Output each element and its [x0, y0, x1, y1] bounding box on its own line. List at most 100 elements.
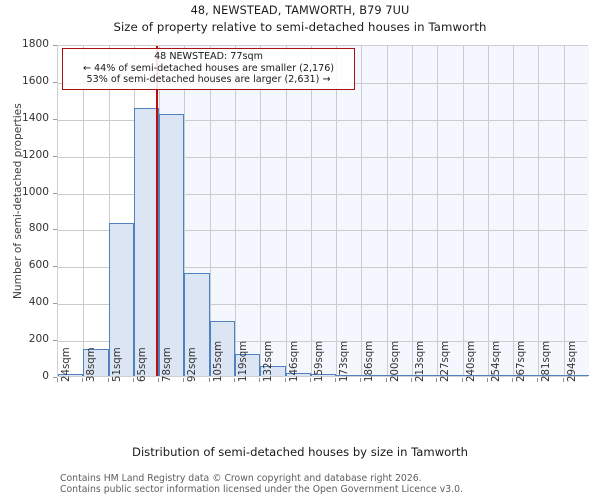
gridline-v: [83, 46, 85, 376]
annotation-box: 48 NEWSTEAD: 77sqm ← 44% of semi-detache…: [62, 48, 355, 90]
bar: [83, 349, 109, 376]
x-axis-tick-label: 38sqm: [86, 347, 98, 382]
x-axis-tick-mark: [107, 378, 109, 382]
x-axis-tick-mark: [335, 378, 337, 382]
x-axis-tick-label: 227sqm: [440, 340, 452, 382]
gridline-v: [108, 46, 110, 376]
gridline-h: [58, 119, 587, 121]
bar: [361, 374, 387, 376]
x-axis-tick-mark: [512, 378, 514, 382]
x-axis-tick-label: 146sqm: [288, 340, 300, 382]
gridline-v: [513, 46, 515, 376]
y-axis-tick-mark: [53, 229, 57, 231]
gridline-v: [361, 46, 363, 376]
x-axis-tick-label: 132sqm: [263, 340, 275, 382]
y-axis-tick-label: 1800: [22, 38, 49, 50]
x-axis-label: Distribution of semi-detached houses by …: [132, 445, 468, 459]
y-axis-tick-mark: [53, 81, 57, 83]
y-axis-tick-label: 200: [28, 333, 49, 346]
y-axis-tick-mark: [53, 118, 57, 120]
bar: [386, 374, 412, 376]
gridline-v: [462, 46, 464, 376]
bar: [260, 365, 286, 376]
annotation-line-3: 53% of semi-detached houses are larger (…: [86, 74, 331, 85]
y-axis-tick-label: 1000: [22, 185, 49, 198]
x-axis-tick-mark: [57, 378, 58, 382]
y-axis-tick-mark: [53, 45, 57, 46]
gridline-v: [285, 46, 287, 376]
x-axis-tick-label: 65sqm: [136, 347, 148, 382]
x-axis-tick-label: 173sqm: [339, 340, 351, 382]
x-axis-tick-mark: [234, 378, 235, 382]
x-axis-tick-label: 267sqm: [516, 340, 528, 382]
x-axis-tick-mark: [158, 378, 160, 382]
gridline-v: [412, 46, 413, 376]
x-axis-tick-label: 24sqm: [61, 347, 72, 382]
gridline-v: [260, 46, 262, 376]
x-axis-tick-mark: [82, 378, 84, 382]
gridline-v: [336, 46, 338, 376]
gridline-h: [58, 156, 587, 158]
x-axis-tick-mark: [486, 378, 488, 382]
x-axis-tick-label: 92sqm: [187, 347, 199, 382]
gridline-h: [58, 304, 587, 306]
bar: [437, 374, 463, 376]
bar: [133, 107, 160, 376]
x-axis-tick-mark: [562, 378, 564, 382]
y-axis-tick-label: 400: [28, 296, 49, 309]
x-axis-tick-mark: [259, 378, 261, 382]
gridline-v: [487, 46, 489, 376]
bar: [310, 373, 337, 376]
gridline-h: [58, 230, 587, 232]
gridline-v: [437, 46, 439, 376]
x-axis-tick-label: 105sqm: [212, 340, 224, 382]
y-axis-tick-label: 1200: [22, 148, 49, 161]
y-axis-tick-label: 1600: [22, 74, 49, 87]
x-axis-tick-label: 254sqm: [490, 340, 502, 382]
gridline-v: [209, 46, 211, 376]
x-axis-tick-mark: [309, 378, 311, 382]
y-axis-tick-mark: [53, 303, 57, 305]
chart-title: 48, NEWSTEAD, TAMWORTH, B79 7UU: [190, 4, 410, 17]
x-axis-tick-label: 186sqm: [364, 340, 376, 382]
bar: [336, 374, 362, 376]
x-axis-tick-mark: [385, 378, 387, 382]
x-axis-tick-mark: [436, 378, 438, 382]
y-axis-tick-label: 800: [28, 222, 49, 235]
gridline-v: [184, 46, 186, 376]
x-axis-tick-mark: [183, 378, 185, 382]
bar: [209, 320, 235, 376]
bar: [513, 374, 539, 376]
x-axis-tick-label: 78sqm: [162, 347, 174, 382]
bar: [58, 374, 84, 376]
gridline-h: [58, 267, 587, 269]
x-axis-tick-label: 281sqm: [541, 340, 553, 382]
y-axis-tick-mark: [53, 340, 57, 342]
bar: [184, 272, 210, 376]
property-marker-line: [156, 46, 159, 376]
footer-line-2: Contains public sector information licen…: [60, 484, 463, 495]
x-axis-tick-label: 200sqm: [389, 340, 401, 382]
y-axis-tick-mark: [53, 377, 57, 378]
x-axis-tick-mark: [411, 378, 412, 382]
gridline-v: [386, 46, 388, 376]
y-axis-tick-mark: [53, 192, 57, 194]
x-axis-tick-label: 159sqm: [313, 340, 325, 382]
y-axis-tick-label: 0: [42, 370, 49, 382]
bar: [285, 372, 311, 376]
y-axis-tick-label: 600: [28, 259, 49, 272]
x-axis-tick-mark: [461, 378, 463, 382]
bar: [159, 114, 185, 376]
x-axis-tick-mark: [208, 378, 210, 382]
x-axis-tick-label: 119sqm: [238, 340, 249, 382]
x-axis-tick-mark: [537, 378, 539, 382]
annotation-line-2: ← 44% of semi-detached houses are smalle…: [82, 62, 335, 74]
gridline-v: [310, 46, 312, 376]
gridline-h: [58, 193, 587, 195]
bar: [538, 374, 564, 376]
chart-subtitle: Size of property relative to semi-detach…: [113, 20, 487, 34]
gridline-v: [563, 46, 565, 376]
bar: [108, 222, 134, 376]
y-axis-tick-mark: [53, 155, 57, 157]
